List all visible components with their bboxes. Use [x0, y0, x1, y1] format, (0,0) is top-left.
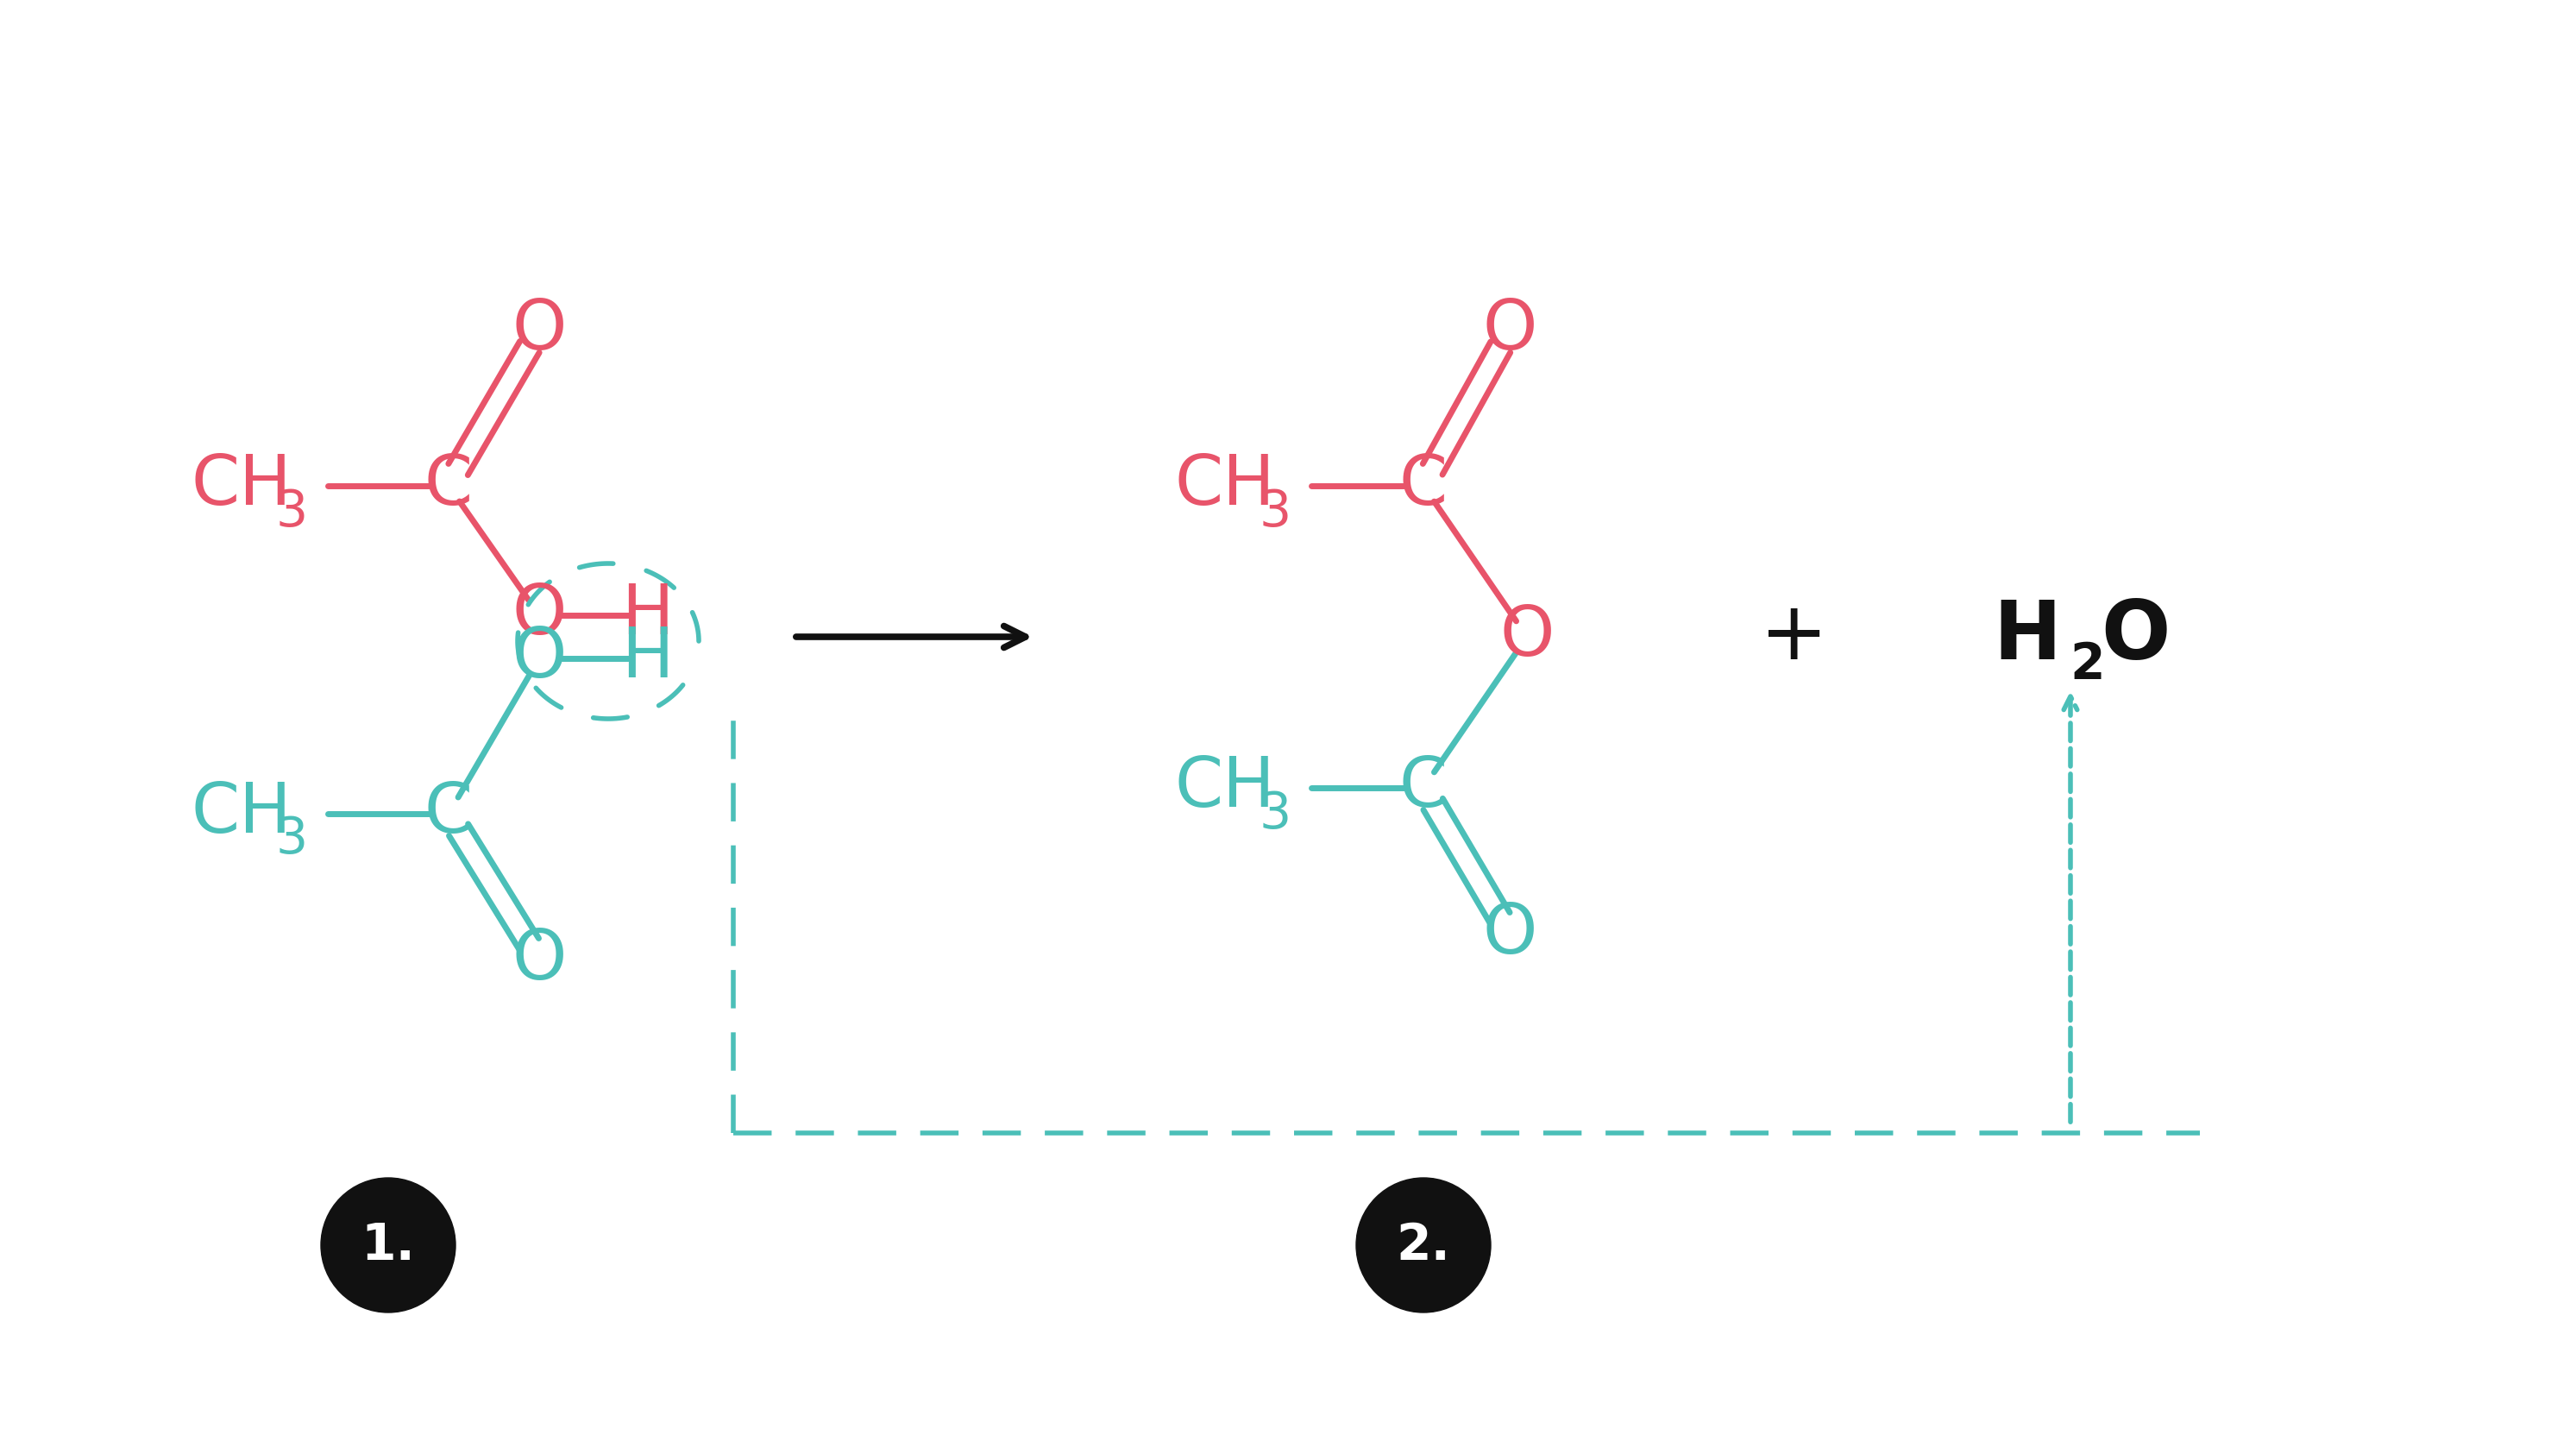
Text: CH: CH [191, 781, 291, 847]
Text: 2.: 2. [1396, 1221, 1450, 1270]
Text: 3: 3 [1260, 789, 1291, 838]
Text: O: O [513, 581, 567, 649]
Text: O: O [1499, 603, 1553, 670]
Text: O: O [513, 624, 567, 692]
Text: 1.: 1. [361, 1221, 415, 1270]
Text: CH: CH [1175, 755, 1275, 821]
Text: CH: CH [1175, 452, 1275, 519]
Text: 3: 3 [276, 486, 307, 537]
Text: 2: 2 [2071, 640, 2105, 689]
Text: C: C [1399, 755, 1448, 821]
Text: H: H [1994, 597, 2061, 676]
Text: H: H [621, 581, 672, 649]
Circle shape [1355, 1178, 1492, 1313]
Text: O: O [513, 297, 567, 364]
Text: 3: 3 [276, 815, 307, 864]
Circle shape [322, 1178, 456, 1313]
Text: C: C [425, 452, 474, 519]
Text: 3: 3 [1260, 486, 1291, 537]
Text: O: O [1481, 901, 1538, 969]
Text: +: + [1759, 597, 1829, 676]
Text: H: H [621, 624, 672, 692]
Text: CH: CH [191, 452, 291, 519]
Text: C: C [425, 781, 474, 847]
Text: C: C [1399, 452, 1448, 519]
Text: O: O [513, 927, 567, 994]
Text: O: O [1481, 297, 1538, 364]
Text: O: O [2099, 597, 2169, 676]
